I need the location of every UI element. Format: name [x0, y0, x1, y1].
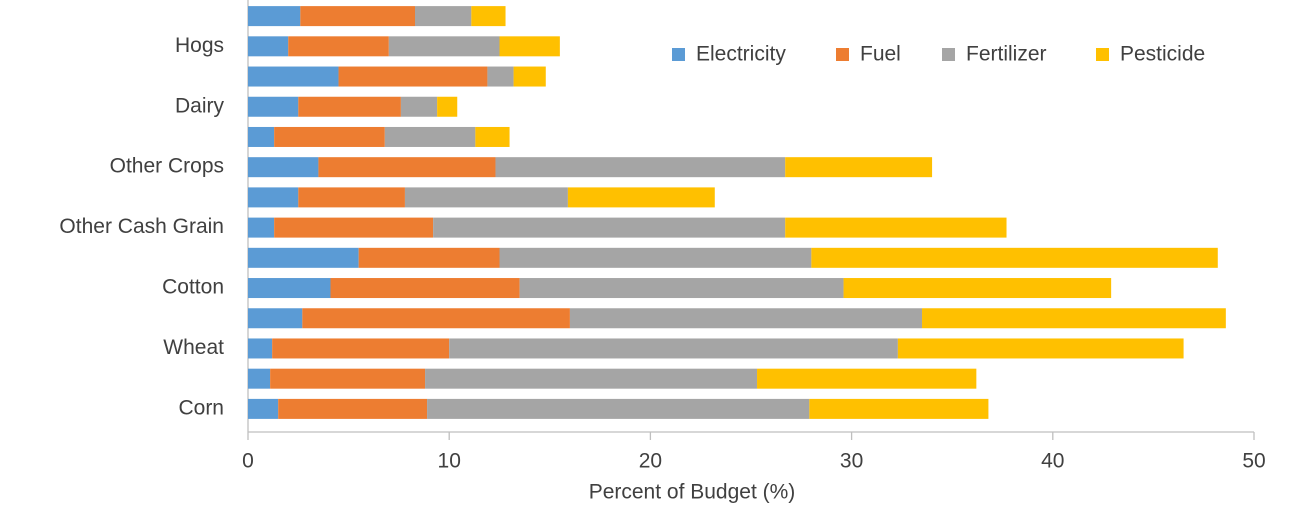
bar-segment [330, 278, 520, 299]
bar-segment [272, 338, 450, 359]
bar-segment [358, 247, 500, 268]
bar-segment [274, 126, 385, 147]
x-tick-label: 40 [1041, 450, 1064, 473]
x-tick-label: 50 [1242, 450, 1265, 473]
bar-segment [475, 126, 510, 147]
bar-segment [248, 308, 303, 329]
bar-segment [248, 217, 275, 238]
y-tick-label: Wheat [163, 336, 224, 359]
bar-segment [300, 6, 415, 27]
x-tick-label: 0 [242, 450, 254, 473]
bar-segment [248, 398, 279, 419]
bar-segment [449, 338, 898, 359]
bar-segment [248, 157, 319, 178]
y-tick-label: Other Crops [110, 155, 224, 178]
bar-segment [809, 398, 989, 419]
y-tick-label: Cotton [162, 276, 224, 299]
bar-segment [427, 398, 810, 419]
bar-segment [785, 157, 933, 178]
bar-segment [288, 36, 389, 57]
legend-swatch [672, 48, 685, 61]
bar-segment [897, 338, 1184, 359]
bar-segment [499, 36, 560, 57]
legend-swatch [836, 48, 849, 61]
bar-segment [569, 308, 923, 329]
bar-segment [248, 36, 289, 57]
bar-segment [471, 6, 506, 27]
bar-segment [425, 368, 758, 389]
bar-segment [248, 338, 273, 359]
bar-segment [302, 308, 570, 329]
legend-label: Fuel [860, 43, 901, 66]
bar-segment [270, 368, 426, 389]
bar-segment [248, 278, 331, 299]
bar-segment [404, 187, 568, 208]
bar-segment [499, 247, 812, 268]
bar-segment [433, 217, 786, 238]
bar-segment [338, 66, 488, 87]
legend-swatch [1096, 48, 1109, 61]
bar-segment [843, 278, 1112, 299]
legend-label: Pesticide [1120, 43, 1205, 66]
legend-label: Electricity [696, 43, 786, 66]
bar-segment [274, 217, 434, 238]
bar-segment [248, 126, 275, 147]
bar-segment [298, 96, 401, 117]
bar-segment [248, 6, 301, 27]
y-tick-label: Dairy [175, 94, 225, 117]
bar-segment [757, 368, 977, 389]
bar-segment [567, 187, 715, 208]
y-tick-label: Hogs [175, 34, 224, 57]
bar-segment [400, 96, 438, 117]
bar-segment [384, 126, 476, 147]
bar-segment [318, 157, 496, 178]
bar-segment [248, 66, 339, 87]
bar-segment [414, 6, 472, 27]
bar-segment [298, 187, 405, 208]
bar-segment [513, 66, 546, 87]
bar-segment [278, 398, 428, 419]
bar-segment [519, 278, 844, 299]
bar-segment [922, 308, 1226, 329]
x-tick-label: 30 [840, 450, 863, 473]
bar-segment [388, 36, 500, 57]
bar-segment [487, 66, 514, 87]
y-tick-label: Other Cash Grain [59, 215, 224, 238]
bar-segment [437, 96, 458, 117]
bar-segment [811, 247, 1218, 268]
x-axis-title: Percent of Budget (%) [589, 481, 796, 504]
y-tick-label: Corn [178, 396, 224, 419]
legend-label: Fertilizer [966, 43, 1047, 66]
bar-segment [248, 187, 299, 208]
bar-segment [495, 157, 786, 178]
bar-segment [248, 247, 359, 268]
bar-segment [248, 368, 271, 389]
legend-swatch [942, 48, 955, 61]
x-tick-label: 20 [639, 450, 662, 473]
bar-segment [785, 217, 1007, 238]
x-tick-label: 10 [438, 450, 461, 473]
bar-segment [248, 96, 299, 117]
